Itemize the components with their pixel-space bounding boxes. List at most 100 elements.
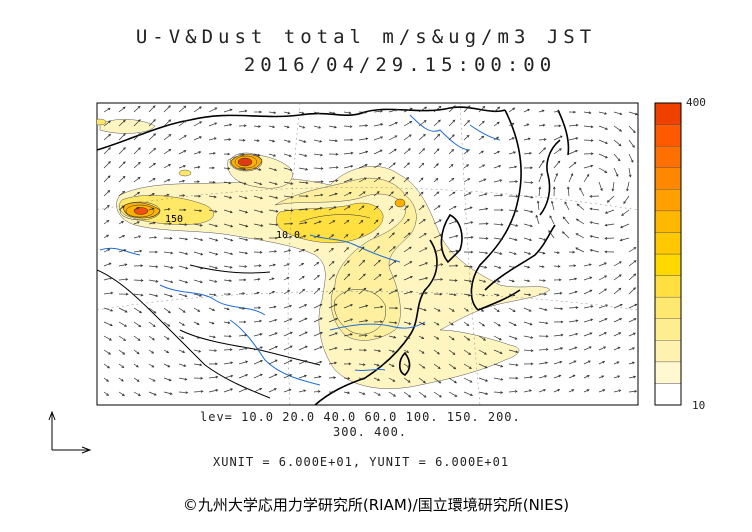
wind-arrow bbox=[538, 362, 548, 365]
wind-arrow-head bbox=[500, 223, 504, 227]
wind-arrow bbox=[208, 307, 215, 311]
wind-arrow-head bbox=[380, 305, 384, 309]
wind-arrow-head bbox=[346, 219, 350, 223]
contour-levels-line2: 300. 400. bbox=[333, 425, 408, 439]
wind-arrow bbox=[208, 376, 218, 379]
wind-arrow-head bbox=[437, 351, 440, 355]
wind-arrow-head bbox=[273, 154, 277, 157]
wind-arrow-head bbox=[557, 265, 561, 268]
wind-arrow bbox=[373, 110, 383, 113]
wind-arrow bbox=[598, 361, 605, 365]
wind-arrow bbox=[328, 332, 338, 337]
wind-arrow bbox=[538, 375, 547, 379]
wind-arrow-head bbox=[619, 303, 623, 307]
wind-arrow bbox=[388, 363, 395, 367]
wind-arrow-head bbox=[451, 337, 455, 341]
wind-arrow bbox=[590, 249, 600, 253]
wind-arrow-head bbox=[136, 351, 140, 355]
wind-arrow-head bbox=[319, 140, 323, 143]
wind-arrow-head bbox=[515, 180, 519, 183]
wind-arrow-head bbox=[334, 139, 338, 143]
wind-arrow-head bbox=[482, 164, 486, 167]
wind-arrow bbox=[148, 363, 154, 368]
wind-arrow-head bbox=[320, 153, 324, 157]
wind-arrow bbox=[328, 111, 336, 114]
wind-arrow-head bbox=[469, 380, 473, 383]
wind-arrow bbox=[343, 178, 353, 183]
wind-arrow-head bbox=[562, 216, 566, 220]
wind-arrow-head bbox=[183, 120, 187, 123]
wind-arrow bbox=[313, 248, 319, 253]
wind-arrow-head bbox=[214, 280, 218, 283]
wind-arrow bbox=[343, 165, 353, 169]
wind-arrow bbox=[343, 234, 349, 239]
wind-arrow bbox=[163, 208, 170, 211]
wind-arrow bbox=[568, 389, 574, 393]
wind-arrow bbox=[403, 205, 409, 211]
wind-arrow-head bbox=[123, 338, 127, 341]
wind-arrow-head bbox=[212, 335, 216, 339]
wind-arrow bbox=[568, 291, 578, 295]
wind-arrow-head bbox=[153, 221, 156, 225]
wind-arrow-head bbox=[331, 260, 335, 264]
wind-arrow-head bbox=[184, 223, 188, 226]
wind-arrow bbox=[118, 106, 126, 113]
wind-arrow-head bbox=[260, 359, 263, 363]
wind-arrow bbox=[598, 275, 607, 281]
wind-arrow-head bbox=[528, 252, 532, 255]
wind-arrow-head bbox=[335, 332, 338, 335]
wind-arrow bbox=[208, 152, 216, 155]
wind-arrow bbox=[253, 167, 261, 171]
wind-arrow bbox=[433, 363, 441, 369]
wind-arrow-head bbox=[139, 310, 143, 314]
wind-arrow-head bbox=[586, 389, 590, 392]
wind-arrow bbox=[253, 320, 262, 323]
wind-arrow-head bbox=[106, 393, 110, 396]
wind-arrow-head bbox=[215, 375, 219, 379]
wind-arrow bbox=[523, 349, 534, 352]
wind-arrow bbox=[564, 201, 570, 211]
wind-arrow bbox=[313, 331, 323, 337]
wind-arrow-head bbox=[545, 361, 549, 365]
wind-arrow-head bbox=[170, 280, 174, 284]
wind-arrow-head bbox=[109, 277, 113, 280]
wind-arrow bbox=[403, 107, 413, 113]
wind-arrow bbox=[283, 359, 293, 365]
wind-arrow-head bbox=[305, 181, 309, 185]
wind-arrow bbox=[598, 153, 608, 159]
wind-arrow bbox=[463, 236, 474, 239]
wind-arrow bbox=[193, 136, 202, 141]
wind-arrow bbox=[328, 347, 337, 351]
wind-arrow bbox=[373, 205, 379, 211]
wind-arrow bbox=[403, 335, 410, 339]
wind-arrow bbox=[463, 391, 473, 396]
wind-arrow bbox=[508, 209, 518, 212]
wind-arrow-head bbox=[243, 320, 247, 324]
wind-arrow-head bbox=[376, 232, 380, 236]
wind-arrow bbox=[403, 134, 412, 141]
wind-arrow bbox=[403, 162, 410, 169]
wind-arrow bbox=[463, 307, 469, 312]
wind-arrow-head bbox=[304, 374, 307, 378]
dust-core-small-2 bbox=[97, 118, 107, 126]
wind-arrow bbox=[613, 304, 623, 309]
wind-arrow bbox=[613, 361, 620, 365]
wind-arrow-head bbox=[619, 129, 623, 132]
wind-arrow bbox=[493, 121, 500, 127]
wind-arrow bbox=[208, 137, 217, 141]
wind-arrow-head bbox=[363, 287, 367, 291]
graticule bbox=[97, 103, 638, 405]
wind-arrow bbox=[298, 331, 308, 337]
wind-arrow bbox=[238, 181, 247, 185]
wind-arrow bbox=[613, 167, 619, 177]
wind-arrow bbox=[493, 151, 500, 155]
wind-arrow-head bbox=[215, 389, 219, 392]
wind-arrow bbox=[523, 321, 533, 325]
wind-arrow bbox=[208, 122, 217, 127]
wind-arrow-head bbox=[530, 166, 533, 170]
wind-arrow bbox=[343, 220, 350, 225]
wind-arrow bbox=[283, 139, 291, 143]
wind-arrow bbox=[148, 163, 156, 169]
wind-arrow-head bbox=[589, 194, 593, 198]
wind-arrow bbox=[583, 360, 591, 365]
